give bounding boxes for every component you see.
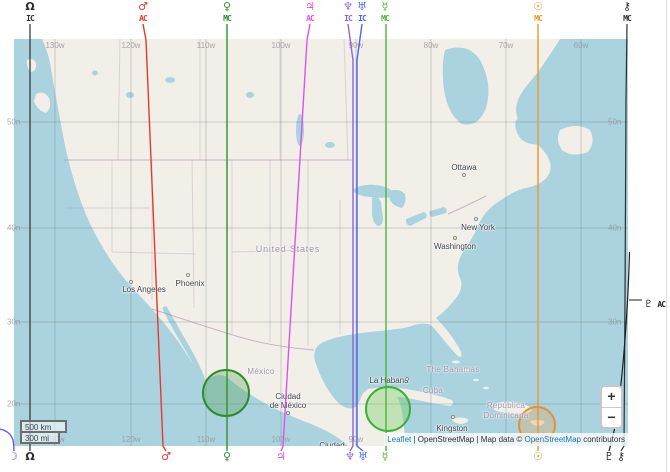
- attribution-osm-text: OpenStreetMap: [417, 435, 475, 444]
- scale-mi: 300 mi: [20, 431, 60, 444]
- lake-winnipeg: [296, 114, 304, 146]
- hudson-bay: [442, 47, 489, 125]
- newfoundland: [557, 126, 593, 155]
- leaflet-link[interactable]: Leaflet: [387, 435, 412, 444]
- lake-erie: [405, 212, 427, 226]
- lake-michigan: [372, 197, 383, 226]
- vancouver-island: [34, 92, 50, 113]
- lake-ontario: [429, 207, 447, 217]
- puerto-rico-island: [530, 420, 545, 426]
- venus-line-ring: [202, 369, 250, 417]
- attribution-mapdata-text: | Map data ©: [474, 435, 525, 444]
- lakes: [92, 47, 550, 226]
- openstreetmap-link[interactable]: OpenStreetMap: [524, 435, 581, 444]
- hispaniola-island: [494, 401, 532, 415]
- pluto-ac-edge-label: ♇ AC: [644, 294, 666, 312]
- jamaica-island: [452, 417, 469, 424]
- cuba-island: [366, 387, 454, 406]
- lake-huron: [388, 189, 406, 208]
- gulf-st-lawrence: [515, 115, 550, 145]
- zoom-control: + −: [600, 385, 623, 429]
- gulf-of-california: [162, 306, 205, 379]
- haida-island: [26, 59, 37, 72]
- pluto-ac-angle-label: AC: [657, 300, 666, 309]
- page-edge-divider: [666, 0, 667, 472]
- zoom-in-button[interactable]: +: [602, 387, 621, 407]
- attribution-separator: |: [411, 435, 418, 444]
- zoom-out-button[interactable]: −: [602, 407, 621, 427]
- attribution-contributors-text: contributors: [580, 435, 625, 444]
- mercury-line-ring: [365, 386, 411, 432]
- scale-control: 500 km 300 mi: [20, 420, 67, 444]
- bahamas-islets: [452, 360, 489, 390]
- attribution-bar: Leaflet | OpenStreetMap | Map data © Ope…: [384, 433, 628, 446]
- pluto-glyph: ♇: [644, 299, 653, 310]
